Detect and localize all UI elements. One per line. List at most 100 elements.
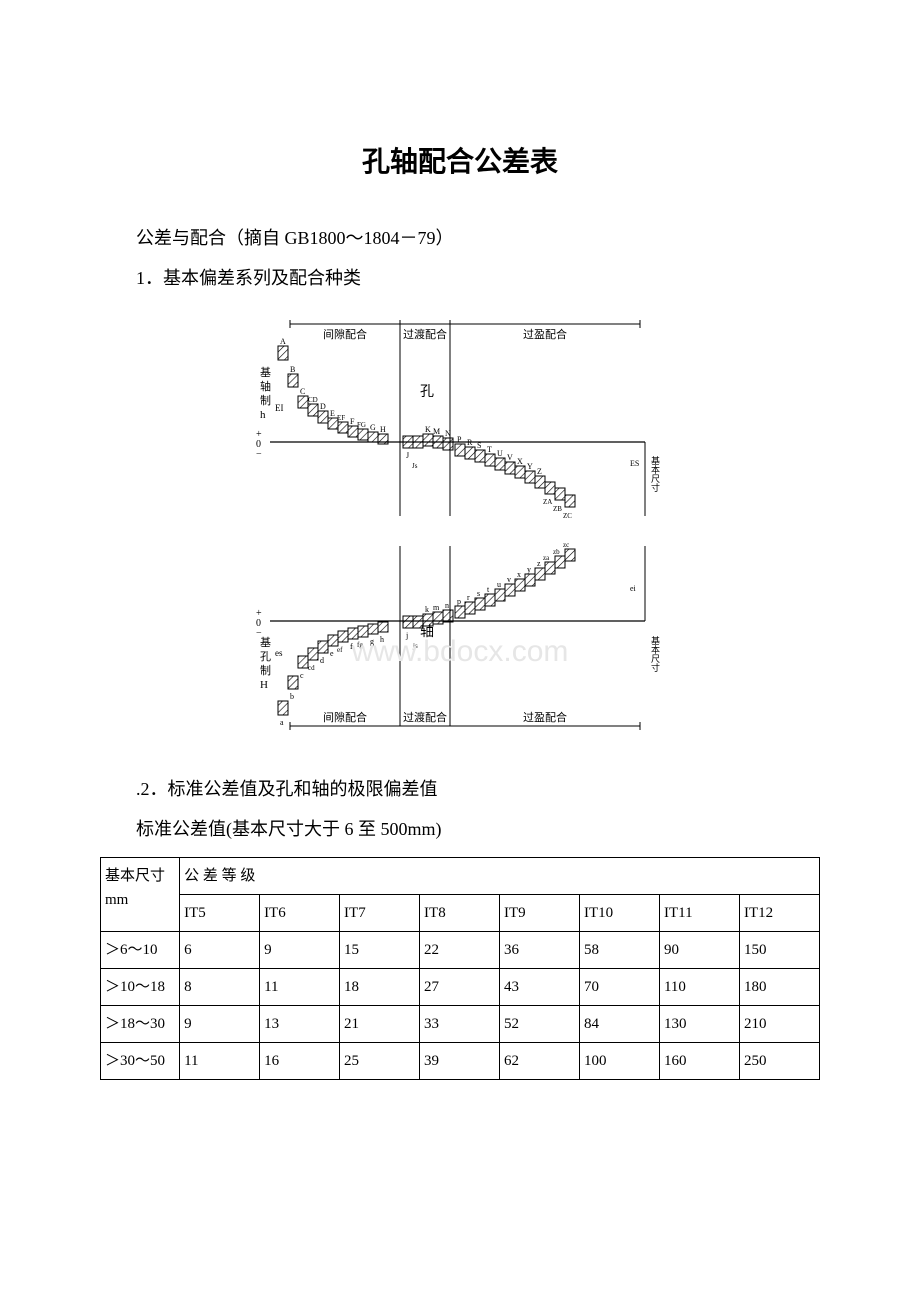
right-label-bottom: 基本尺寸 — [650, 635, 660, 672]
svg-text:u: u — [497, 580, 501, 589]
table-cell: 250 — [739, 1043, 819, 1080]
svg-text:P: P — [457, 435, 462, 444]
table-col-header: IT5 — [180, 895, 260, 932]
table-cell-size: ＞10～18 — [101, 969, 180, 1006]
table-row: ＞10～18 8 11 18 27 43 70 110 180 — [101, 969, 820, 1006]
axis-label-top: 制 — [260, 394, 271, 407]
table-header-grades: 公 差 等 级 — [180, 858, 820, 895]
ei-label: EI — [275, 403, 284, 413]
svg-text:cd: cd — [308, 664, 315, 672]
table-cell-size: ＞30～50 — [101, 1043, 180, 1080]
svg-text:FG: FG — [357, 421, 366, 429]
es-label: ES — [630, 459, 639, 468]
table-cell: 180 — [739, 969, 819, 1006]
table-cell: 52 — [500, 1006, 580, 1043]
table-cell: 130 — [659, 1006, 739, 1043]
table-cell: 39 — [420, 1043, 500, 1080]
table-cell: 21 — [340, 1006, 420, 1043]
axis-label-top: 基 — [260, 366, 271, 379]
zone-label-b: 间隙配合 — [323, 710, 367, 724]
svg-text:F: F — [350, 417, 355, 426]
axis-label-bottom: 制 — [260, 664, 271, 677]
svg-text:c: c — [300, 671, 304, 680]
table-cell: 11 — [260, 969, 340, 1006]
svg-text:e: e — [330, 649, 334, 658]
zone-label-b: 过渡配合 — [403, 710, 447, 724]
svg-text:H: H — [380, 425, 386, 434]
svg-text:zc: zc — [563, 541, 569, 549]
svg-text:B: B — [290, 365, 295, 374]
svg-text:b: b — [290, 692, 294, 701]
svg-text:s: s — [477, 589, 480, 598]
svg-text:ZB: ZB — [553, 505, 562, 513]
svg-text:x: x — [517, 570, 521, 579]
table-cell: 43 — [500, 969, 580, 1006]
svg-text:d: d — [320, 656, 324, 665]
right-label-top: 基本尺寸 — [650, 455, 660, 492]
ei-label-b: ei — [630, 584, 637, 593]
svg-text:m: m — [433, 603, 440, 612]
hole-deviation-boxes: A B C CD D E EF F FG G H J Js — [278, 337, 575, 520]
table-cell: 9 — [260, 932, 340, 969]
table-cell: 150 — [739, 932, 819, 969]
axis-label-bottom: 基 — [260, 636, 271, 649]
table-cell: 15 — [340, 932, 420, 969]
table-cell: 110 — [659, 969, 739, 1006]
table-cell: 13 — [260, 1006, 340, 1043]
watermark-text: www.bdocx.com — [351, 635, 569, 668]
table-col-header: IT12 — [739, 895, 819, 932]
table-col-header: IT8 — [420, 895, 500, 932]
intro-line: 公差与配合（摘自 GB1800～1804－79） — [100, 220, 820, 256]
svg-text:G: G — [370, 423, 376, 432]
table-cell: 6 — [180, 932, 260, 969]
table-row: ＞30～50 11 16 25 39 62 100 160 250 — [101, 1043, 820, 1080]
table-cell: 33 — [420, 1006, 500, 1043]
table-cell: 18 — [340, 969, 420, 1006]
deviation-series-diagram: 间隙配合 过渡配合 过盈配合 基 轴 制 h EI + 0 − A B C CD — [100, 316, 820, 741]
svg-text:a: a — [280, 718, 284, 727]
svg-text:ZA: ZA — [543, 498, 552, 506]
svg-text:R: R — [467, 438, 473, 447]
table-cell: 100 — [580, 1043, 660, 1080]
table-cell: 16 — [260, 1043, 340, 1080]
table-cell: 36 — [500, 932, 580, 969]
table-header-size: 基本尺寸 mm — [101, 858, 180, 932]
axis-label-bottom: 孔 — [260, 650, 271, 663]
table-cell: 11 — [180, 1043, 260, 1080]
table-cell: 62 — [500, 1043, 580, 1080]
table-col-header: IT7 — [340, 895, 420, 932]
svg-text:S: S — [477, 441, 481, 450]
svg-text:EF: EF — [337, 414, 345, 422]
table-cell: 160 — [659, 1043, 739, 1080]
zone-label: 过渡配合 — [403, 327, 447, 341]
table-col-header: IT9 — [500, 895, 580, 932]
table-cell: 22 — [420, 932, 500, 969]
table-cell: 58 — [580, 932, 660, 969]
svg-text:J: J — [406, 451, 409, 460]
zone-label-b: 过盈配合 — [523, 710, 567, 724]
svg-text:U: U — [497, 449, 503, 458]
svg-text:CD: CD — [308, 396, 318, 404]
section-2-sub: 标准公差值(基本尺寸大于 6 至 500mm) — [100, 811, 820, 847]
svg-text:z: z — [537, 559, 541, 568]
svg-text:ZC: ZC — [563, 512, 572, 520]
svg-text:k: k — [425, 605, 429, 614]
baseline-minus: − — [256, 449, 262, 460]
svg-text:X: X — [517, 457, 523, 466]
svg-text:K: K — [425, 425, 431, 434]
table-cell: 90 — [659, 932, 739, 969]
table-col-header: IT6 — [260, 895, 340, 932]
table-cell-size: ＞18～30 — [101, 1006, 180, 1043]
table-cell: 25 — [340, 1043, 420, 1080]
svg-text:D: D — [320, 402, 326, 411]
svg-text:Js: Js — [412, 462, 418, 470]
diagram-svg: 间隙配合 过渡配合 过盈配合 基 轴 制 h EI + 0 − A B C CD — [250, 316, 670, 736]
tolerance-table: 基本尺寸 mm 公 差 等 级 IT5 IT6 IT7 IT8 IT9 IT10… — [100, 857, 820, 1080]
table-cell: 27 — [420, 969, 500, 1006]
svg-text:A: A — [280, 337, 286, 346]
table-col-header: IT11 — [659, 895, 739, 932]
svg-text:M: M — [433, 427, 440, 436]
table-cell: 210 — [739, 1006, 819, 1043]
svg-text:ef: ef — [337, 646, 343, 654]
svg-text:za: za — [543, 554, 550, 562]
